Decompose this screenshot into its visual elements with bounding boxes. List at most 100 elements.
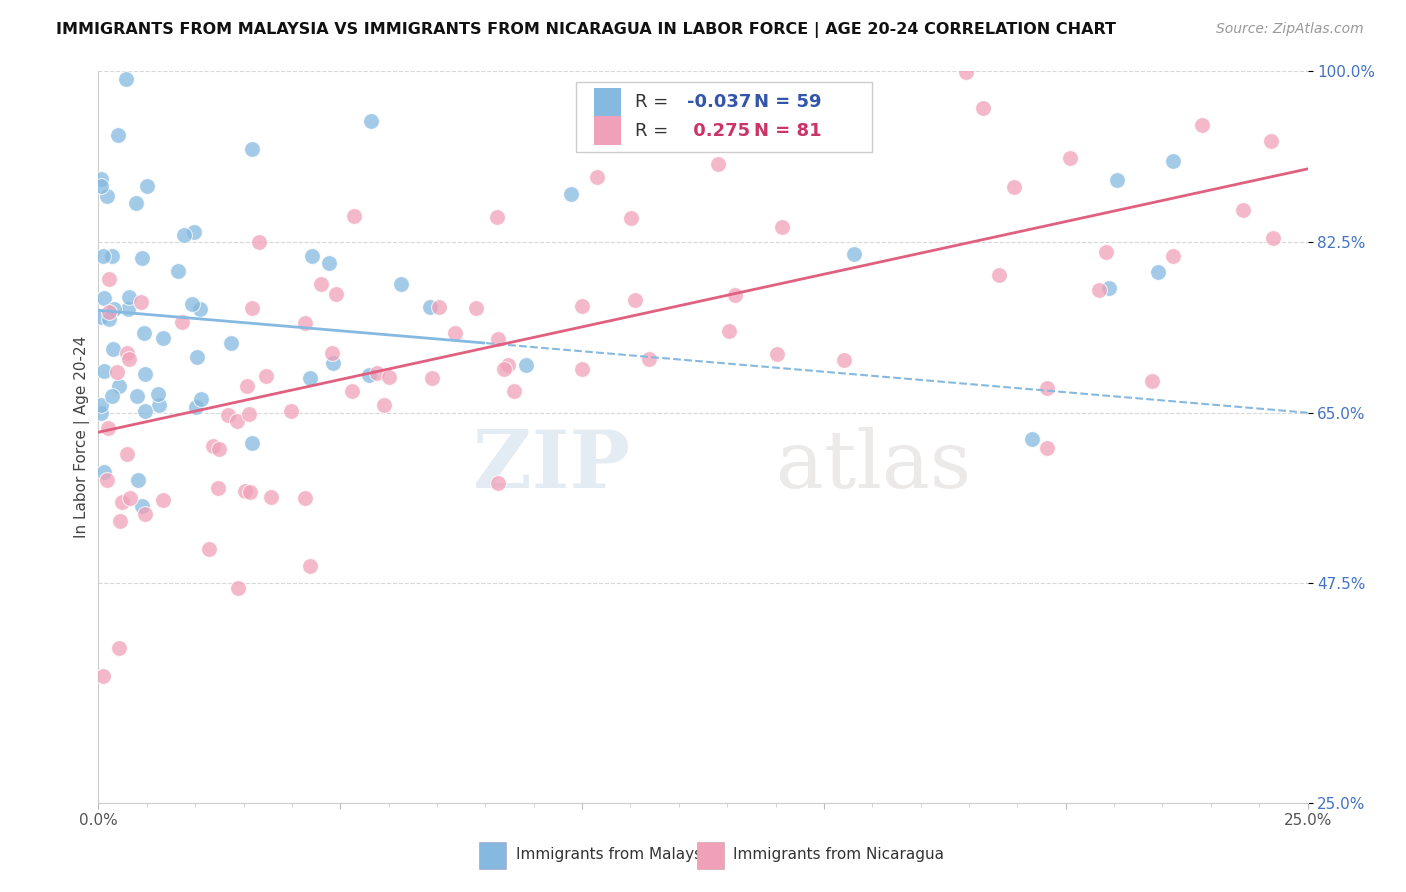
Point (1260, 134, 1282, 148)
Point (183, 226, 205, 240)
Point (585, 170, 607, 185)
Point (342, 384, 364, 398)
Point (127, 473, 149, 487)
Point (299, 371, 322, 385)
Point (134, 508, 156, 522)
Point (1191, 118, 1213, 132)
Point (152, 493, 174, 508)
Point (494, 362, 516, 376)
Point (988, 268, 1011, 282)
Point (321, 346, 343, 360)
Point (167, 264, 190, 278)
Point (131, 499, 153, 513)
Point (236, 379, 259, 393)
Y-axis label: In Labor Force | Age 20-24: In Labor Force | Age 20-24 (75, 336, 90, 538)
Point (101, 249, 124, 263)
Text: ZIP: ZIP (474, 427, 630, 506)
Point (186, 350, 208, 364)
Point (134, 404, 156, 418)
Point (98, 305, 121, 319)
Point (1261, 230, 1284, 244)
Point (707, 156, 730, 170)
Point (233, 483, 256, 498)
Point (239, 485, 262, 500)
Point (127, 389, 149, 403)
Point (207, 481, 229, 495)
Text: Immigrants from Malaysia: Immigrants from Malaysia (516, 847, 716, 863)
Point (132, 326, 155, 341)
Point (502, 384, 524, 398)
Point (955, 65, 977, 79)
Point (148, 398, 170, 412)
Point (219, 336, 242, 351)
Point (624, 293, 647, 308)
Point (115, 447, 138, 461)
Point (115, 345, 138, 359)
Point (359, 368, 381, 382)
Text: atlas: atlas (776, 427, 970, 506)
Point (240, 436, 263, 450)
Text: R =: R = (636, 94, 668, 112)
Point (1095, 245, 1118, 260)
Point (378, 369, 401, 384)
Point (301, 249, 323, 263)
Point (201, 439, 224, 453)
Point (93, 364, 115, 378)
Point (515, 358, 537, 372)
Point (108, 379, 131, 393)
Point (198, 542, 221, 557)
Point (309, 277, 332, 291)
Point (571, 299, 593, 313)
Point (208, 442, 231, 456)
Point (134, 367, 156, 381)
FancyBboxPatch shape (479, 842, 506, 869)
Point (280, 404, 302, 418)
Point (107, 128, 129, 143)
Point (325, 287, 347, 301)
Point (1002, 179, 1025, 194)
Text: IMMIGRANTS FROM MALAYSIA VS IMMIGRANTS FROM NICARAGUA IN LABOR FORCE | AGE 20-24: IMMIGRANTS FROM MALAYSIA VS IMMIGRANTS F… (56, 22, 1116, 38)
Point (173, 228, 195, 243)
Point (90, 310, 112, 325)
Point (188, 301, 211, 316)
FancyBboxPatch shape (595, 87, 621, 117)
Point (373, 398, 395, 412)
Point (115, 71, 138, 86)
Point (91, 669, 114, 683)
Point (118, 351, 141, 366)
Point (389, 277, 412, 291)
Text: 0.275: 0.275 (688, 122, 751, 140)
Point (832, 353, 855, 368)
Point (486, 476, 509, 491)
Point (135, 178, 157, 193)
Point (97, 421, 120, 435)
Point (101, 389, 124, 403)
Point (422, 371, 444, 385)
Point (343, 209, 366, 223)
Point (240, 301, 263, 316)
Point (146, 387, 169, 401)
Point (1140, 374, 1163, 388)
Point (107, 640, 129, 655)
Point (184, 400, 207, 414)
Point (225, 414, 247, 428)
Point (844, 247, 866, 261)
Point (464, 301, 486, 315)
Point (98, 312, 121, 326)
Point (766, 346, 789, 360)
Text: N = 59: N = 59 (754, 94, 821, 112)
Point (96, 188, 118, 202)
Point (972, 101, 994, 115)
Point (294, 316, 316, 330)
Point (1035, 381, 1057, 395)
Point (152, 331, 174, 345)
Point (96, 473, 118, 487)
Point (571, 361, 593, 376)
Point (1059, 151, 1081, 165)
Point (91, 249, 114, 263)
Point (118, 290, 141, 304)
Point (131, 251, 153, 265)
Point (226, 581, 249, 595)
Point (638, 351, 661, 366)
Text: N = 81: N = 81 (754, 122, 821, 140)
